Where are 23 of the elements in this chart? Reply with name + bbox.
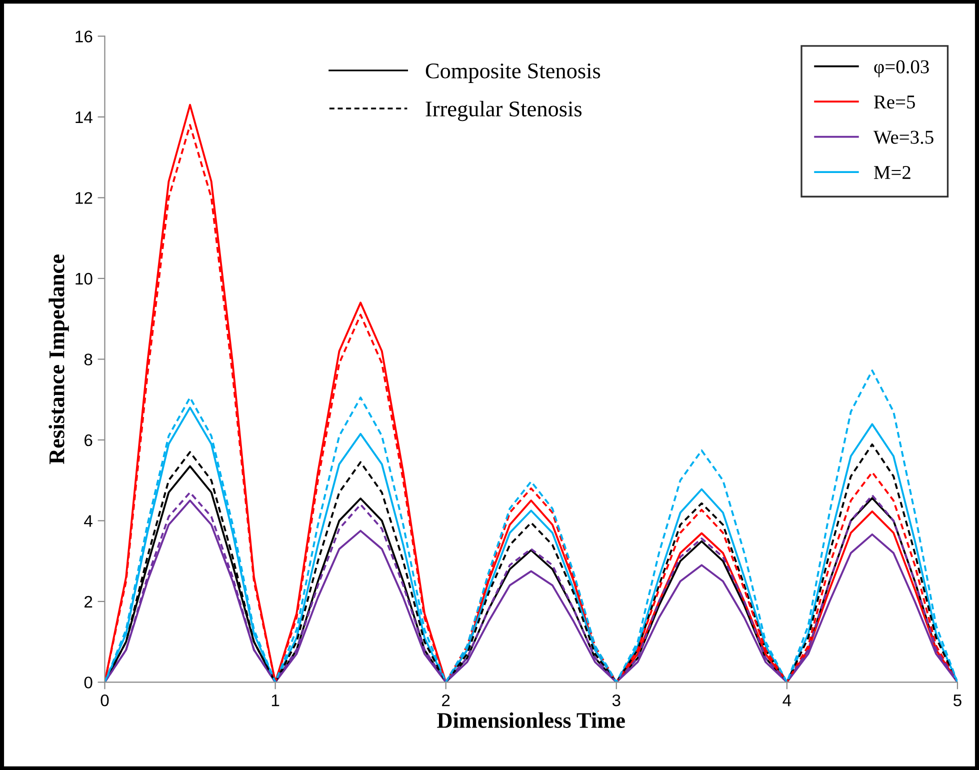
y-tick-label: 16 xyxy=(76,30,92,42)
x-tick-label: 0 xyxy=(100,694,109,706)
legend-label: φ=0.03 xyxy=(874,60,929,78)
y-tick-label: 6 xyxy=(84,434,92,446)
y-tick-label: 10 xyxy=(76,272,92,285)
y-tick-label: 14 xyxy=(76,112,92,123)
y-tick-label: 8 xyxy=(84,354,92,366)
x-tick-label: 3 xyxy=(612,694,620,706)
y-tick-label: 0 xyxy=(84,676,92,688)
annotation: Composite Stenosis xyxy=(426,63,600,83)
x-tick-label: 1 xyxy=(272,694,280,706)
x-axis-title: Dimensionless Time xyxy=(437,712,625,728)
x-tick-label: 2 xyxy=(442,694,450,706)
legend-label: We=3.5 xyxy=(873,130,934,144)
legend-label: Re=5 xyxy=(874,96,915,109)
legend-label: M=2 xyxy=(874,166,910,179)
y-axis-title: Resistance Impedance xyxy=(48,254,69,464)
annotation: Irregular Stenosis xyxy=(426,100,582,122)
y-tick-label: 2 xyxy=(84,596,92,608)
x-tick-label: 5 xyxy=(953,694,962,706)
y-tick-label: 12 xyxy=(76,192,92,204)
x-tick-label: 4 xyxy=(782,694,792,706)
y-tick-label: 4 xyxy=(84,515,92,527)
